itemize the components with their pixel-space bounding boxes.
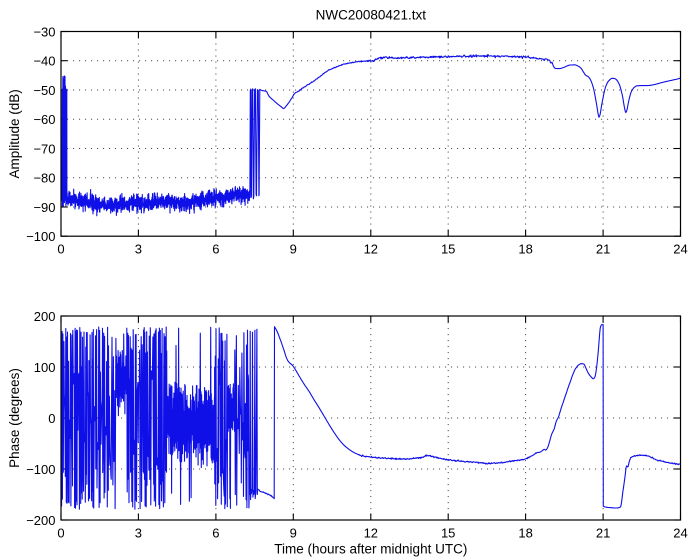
- svg-text:100: 100: [34, 360, 56, 375]
- svg-text:21: 21: [596, 242, 610, 257]
- svg-text:200: 200: [34, 309, 56, 324]
- svg-text:0: 0: [57, 526, 64, 541]
- svg-text:−100: −100: [26, 229, 55, 244]
- svg-text:Amplitude (dB): Amplitude (dB): [7, 89, 22, 178]
- svg-text:−50: −50: [33, 83, 55, 98]
- svg-text:0: 0: [48, 411, 55, 426]
- svg-text:−100: −100: [26, 462, 55, 477]
- svg-text:NWC20080421.txt: NWC20080421.txt: [316, 8, 427, 23]
- svg-text:−70: −70: [33, 141, 55, 156]
- svg-text:Time (hours after midnight UTC: Time (hours after midnight UTC): [274, 542, 467, 557]
- svg-text:0: 0: [57, 242, 64, 257]
- svg-text:6: 6: [212, 526, 219, 541]
- svg-text:−200: −200: [26, 513, 55, 528]
- svg-text:3: 3: [135, 526, 142, 541]
- svg-text:15: 15: [441, 526, 455, 541]
- svg-text:9: 9: [290, 242, 297, 257]
- svg-text:12: 12: [364, 242, 378, 257]
- svg-text:−30: −30: [33, 24, 55, 39]
- svg-text:12: 12: [364, 526, 378, 541]
- svg-text:−80: −80: [33, 171, 55, 186]
- svg-text:3: 3: [135, 242, 142, 257]
- svg-text:−90: −90: [33, 200, 55, 215]
- svg-text:24: 24: [673, 242, 687, 257]
- svg-text:Phase (degrees): Phase (degrees): [7, 368, 22, 468]
- svg-text:18: 18: [518, 242, 532, 257]
- svg-text:18: 18: [518, 526, 532, 541]
- svg-text:−60: −60: [33, 112, 55, 127]
- svg-text:24: 24: [673, 526, 687, 541]
- svg-text:−40: −40: [33, 54, 55, 69]
- svg-text:9: 9: [290, 526, 297, 541]
- svg-text:15: 15: [441, 242, 455, 257]
- svg-text:6: 6: [212, 242, 219, 257]
- svg-text:21: 21: [596, 526, 610, 541]
